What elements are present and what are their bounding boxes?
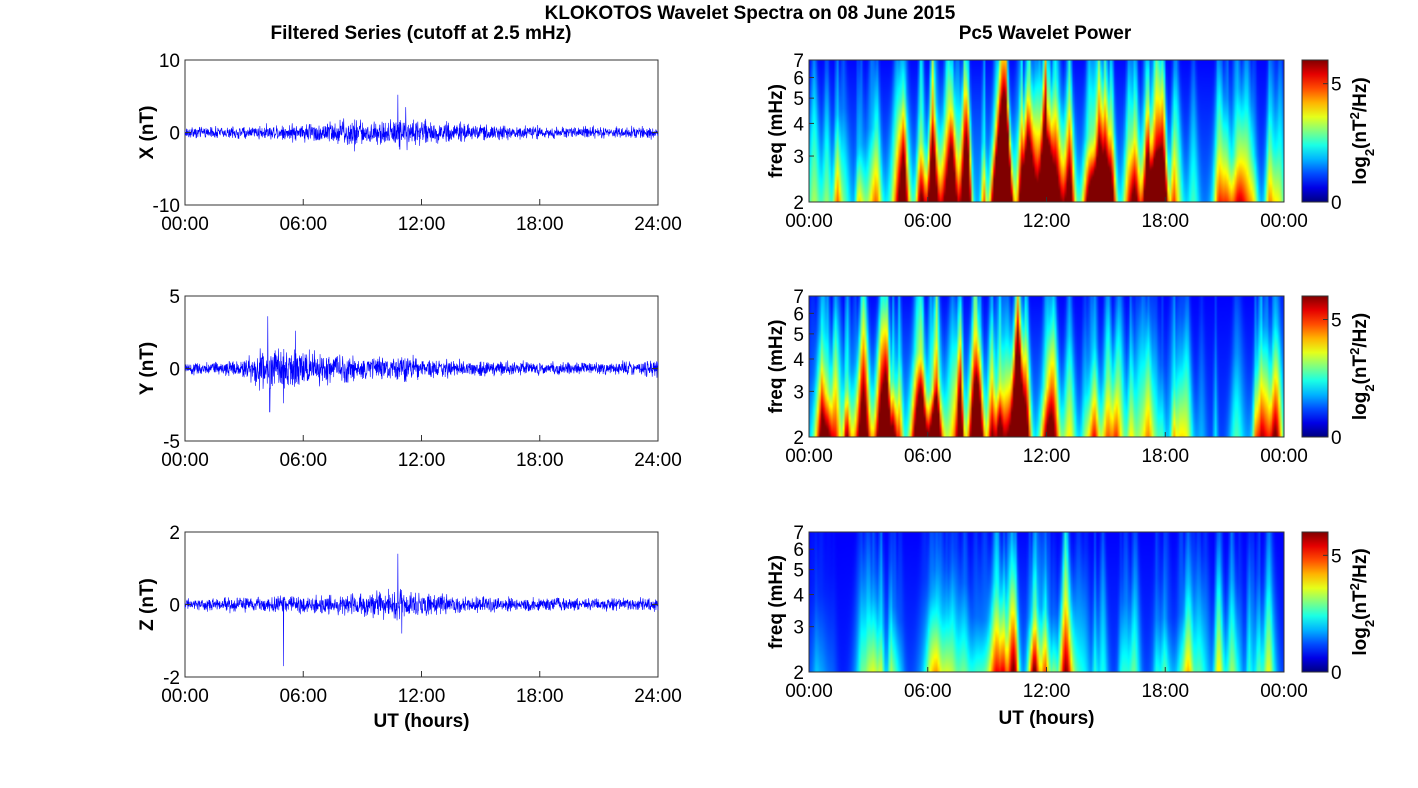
filtered-z-panel <box>184 531 659 678</box>
y-tick-label: -10 <box>153 196 180 217</box>
left-column-title: Filtered Series (cutoff at 2.5 mHz) <box>271 23 572 44</box>
y-tick-label: 7 <box>793 287 804 308</box>
y-tick-label: 3 <box>793 147 804 168</box>
wavelet-x-colorbar <box>1301 59 1329 203</box>
y-tick-label: 2 <box>793 428 804 449</box>
y-tick-label: 0 <box>169 124 180 145</box>
x-tick-label: 24:00 <box>634 450 682 471</box>
filtered-y-ylabel: Y (nT) <box>137 342 158 395</box>
colorbar-tick-label: 5 <box>1331 75 1342 96</box>
x-tick-label: 24:00 <box>634 686 682 707</box>
y-tick-label: 2 <box>793 193 804 214</box>
wavelet-z-heatmap-image <box>809 532 1284 672</box>
y-tick-label: 4 <box>793 350 804 371</box>
figure-title: KLOKOTOS Wavelet Spectra on 08 June 2015 <box>545 3 956 24</box>
x-tick-label: 18:00 <box>516 450 564 471</box>
colorbar-tick-label: 0 <box>1331 428 1342 449</box>
y-tick-label: 7 <box>793 51 804 72</box>
y-tick-label: 5 <box>793 561 804 582</box>
x-tick-label: 06:00 <box>904 446 952 467</box>
y-tick-label: 6 <box>793 540 804 561</box>
wavelet-z-colorbar <box>1301 531 1329 673</box>
wavelet-y-colorbar <box>1301 295 1329 438</box>
filtered-y-trace <box>184 316 659 413</box>
y-tick-label: -2 <box>163 668 180 689</box>
x-tick-label: 06:00 <box>279 686 327 707</box>
y-tick-label: 10 <box>159 51 180 72</box>
y-tick-label: 0 <box>169 360 180 381</box>
x-tick-label: 06:00 <box>279 450 327 471</box>
x-tick-label: 00:00 <box>161 214 209 235</box>
x-tick-label: 24:00 <box>634 214 682 235</box>
x-tick-label: 12:00 <box>398 450 446 471</box>
wavelet-z-panel: log2(nT2/Hz) <box>808 531 1377 673</box>
y-tick-label: 6 <box>793 68 804 89</box>
wavelet-y-ylabel: freq (mHz) <box>766 320 787 414</box>
filtered-z-ylabel: Z (nT) <box>137 578 158 631</box>
filtered-z-xlabel: UT (hours) <box>373 711 469 732</box>
x-tick-label: 12:00 <box>1023 211 1071 232</box>
x-tick-label: 18:00 <box>516 214 564 235</box>
y-tick-label: 0 <box>169 596 180 617</box>
y-tick-label: 4 <box>793 586 804 607</box>
wavelet-y-heatmap-image <box>809 296 1284 437</box>
x-tick-label: 06:00 <box>904 681 952 702</box>
filtered-z-trace <box>184 553 659 667</box>
x-tick-label: 00:00 <box>1260 681 1308 702</box>
x-tick-label: 06:00 <box>904 211 952 232</box>
filtered-y-panel <box>184 295 659 442</box>
filtered-x-panel <box>184 59 659 206</box>
y-tick-label: 5 <box>793 89 804 110</box>
y-tick-label: -5 <box>163 432 180 453</box>
x-tick-label: 00:00 <box>161 686 209 707</box>
x-tick-label: 00:00 <box>785 681 833 702</box>
y-tick-label: 4 <box>793 114 804 135</box>
x-tick-label: 12:00 <box>1023 446 1071 467</box>
wavelet-z-xlabel: UT (hours) <box>998 708 1094 729</box>
y-tick-label: 5 <box>169 287 180 308</box>
x-tick-label: 18:00 <box>516 686 564 707</box>
colorbar-tick-label: 5 <box>1331 546 1342 567</box>
filtered-x-trace <box>184 94 659 152</box>
wavelet-x-colorbar-label: log2(nT2/Hz) <box>1347 77 1377 184</box>
x-tick-label: 18:00 <box>1141 681 1189 702</box>
x-tick-label: 18:00 <box>1141 446 1189 467</box>
wavelet-z-colorbar-label: log2(nT2/Hz) <box>1347 548 1377 655</box>
x-tick-label: 12:00 <box>398 686 446 707</box>
y-tick-label: 6 <box>793 304 804 325</box>
x-tick-label: 00:00 <box>785 446 833 467</box>
y-tick-label: 5 <box>793 325 804 346</box>
y-tick-label: 7 <box>793 523 804 544</box>
x-tick-label: 00:00 <box>1260 211 1308 232</box>
colorbar-tick-label: 5 <box>1331 311 1342 332</box>
y-tick-label: 3 <box>793 618 804 639</box>
colorbar-tick-label: 0 <box>1331 193 1342 214</box>
colorbar-tick-label: 0 <box>1331 663 1342 684</box>
filtered-x-ylabel: X (nT) <box>137 106 158 160</box>
y-tick-label: 3 <box>793 382 804 403</box>
x-tick-label: 00:00 <box>1260 446 1308 467</box>
wavelet-x-ylabel: freq (mHz) <box>766 84 787 178</box>
x-tick-label: 12:00 <box>1023 681 1071 702</box>
wavelet-y-panel: log2(nT2/Hz) <box>808 295 1377 438</box>
x-tick-label: 00:00 <box>161 450 209 471</box>
wavelet-z-ylabel: freq (mHz) <box>766 555 787 649</box>
wavelet-x-panel: log2(nT2/Hz) <box>808 59 1377 203</box>
x-tick-label: 06:00 <box>279 214 327 235</box>
wavelet-x-heatmap-image <box>809 60 1284 202</box>
y-tick-label: 2 <box>793 663 804 684</box>
x-tick-label: 12:00 <box>398 214 446 235</box>
x-tick-label: 00:00 <box>785 211 833 232</box>
right-column-title: Pc5 Wavelet Power <box>959 23 1132 44</box>
x-tick-label: 18:00 <box>1141 211 1189 232</box>
y-tick-label: 2 <box>169 523 180 544</box>
wavelet-y-colorbar-label: log2(nT2/Hz) <box>1347 313 1377 420</box>
